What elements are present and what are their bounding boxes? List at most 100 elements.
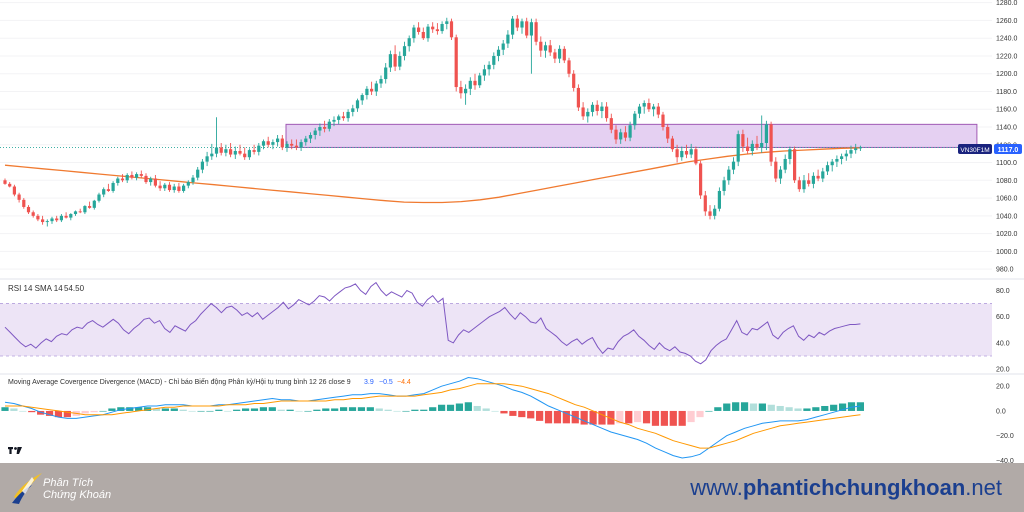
rsi-tick-label: 80.0 <box>996 288 1010 295</box>
candle-body <box>769 124 773 162</box>
candle <box>511 15 515 40</box>
candle-body <box>120 178 125 181</box>
macd-hist-bar <box>660 410 668 426</box>
candle-body <box>59 215 63 221</box>
chart-svg[interactable]: 980.0 1000.0 1020.0 1040.0 1060.0 1080.0 1100.… <box>0 0 1024 465</box>
candle-body <box>153 178 157 186</box>
macd-hist-bar <box>607 410 615 425</box>
candle <box>764 120 768 151</box>
candle <box>374 80 378 96</box>
macd-hist-bar <box>1 407 9 411</box>
candle-body <box>548 45 552 53</box>
rsi-title: RSI 14 SMA 14 <box>8 284 63 293</box>
macd-hist-bar <box>616 410 624 424</box>
candle-body <box>449 21 454 38</box>
candle-body <box>666 127 670 139</box>
candle <box>699 160 703 199</box>
candle-body <box>774 161 778 179</box>
candle <box>196 166 200 181</box>
rsi-axis: 20.0 40.0 60.0 80.0 <box>996 288 1010 374</box>
rsi-pane[interactable]: 20.0 40.0 60.0 80.0 RSI 14 SMA 14 54.50 <box>0 281 1010 374</box>
candle-body <box>252 150 256 152</box>
price-tick-label: 1000.0 <box>996 249 1018 256</box>
price-tick-label: 980.0 <box>996 267 1014 274</box>
macd-hist-bar <box>250 408 259 411</box>
macd-title: Moving Average Covergence Divergence (MA… <box>8 377 351 386</box>
candle-body <box>36 215 40 220</box>
logo-swoosh-icon <box>12 473 42 504</box>
candle <box>473 73 477 90</box>
candle-body <box>290 143 294 146</box>
candle-body <box>351 108 355 112</box>
macd-pane[interactable]: −40.0 −20.0 0.0 20.0 Moving Average Coverge… <box>1 376 1014 465</box>
candle <box>449 18 454 40</box>
candle <box>637 103 642 119</box>
macd-hist-bar <box>794 408 802 411</box>
candle <box>515 15 519 32</box>
candle-body <box>426 26 430 39</box>
candle-body <box>135 174 139 178</box>
candle <box>590 102 595 117</box>
macd-hist-bar <box>455 403 464 411</box>
candle <box>562 46 566 64</box>
candle <box>548 39 552 56</box>
tradingview-logo-icon[interactable] <box>8 447 22 454</box>
candle-body <box>299 142 303 148</box>
candle-body <box>731 161 736 170</box>
candle <box>210 143 214 160</box>
candle-body <box>421 31 425 39</box>
candle-body <box>830 161 834 166</box>
candle <box>243 147 247 160</box>
macd-hist-bar <box>143 407 152 411</box>
candle <box>802 174 806 193</box>
candle <box>670 135 674 152</box>
macd-hist-bar <box>838 403 847 411</box>
candle <box>177 182 181 193</box>
candle-body <box>360 95 364 101</box>
candle <box>238 144 242 156</box>
candle-body <box>844 153 848 157</box>
candle <box>200 158 204 174</box>
candle <box>308 132 313 143</box>
candle <box>459 80 463 99</box>
candle-body <box>247 150 251 158</box>
candle-body <box>233 150 237 155</box>
price-pane[interactable]: 980.0 1000.0 1020.0 1040.0 1060.0 1080.0 1100.… <box>0 0 1022 274</box>
candle-body <box>811 175 815 184</box>
candle <box>355 98 360 112</box>
candle <box>153 174 157 188</box>
candle-body <box>778 169 783 179</box>
candle <box>26 205 31 215</box>
candle-body <box>600 106 604 112</box>
candle <box>163 182 167 191</box>
candle-body <box>214 147 219 154</box>
candle-body <box>341 116 345 119</box>
macd-hist-bar <box>732 402 740 411</box>
candle-body <box>821 171 825 179</box>
macd-hist-bar <box>215 409 223 411</box>
candle <box>125 173 129 183</box>
candle-body <box>609 118 613 130</box>
signal-line <box>5 383 861 449</box>
candle <box>365 86 369 100</box>
candle <box>666 124 670 143</box>
last-price-tag: VN30F1M 1117.0 <box>958 144 1022 154</box>
candle-body <box>163 184 167 189</box>
candle <box>492 52 496 70</box>
macd-hist-bar <box>767 404 775 411</box>
candle <box>708 205 712 220</box>
macd-tick-label: −20.0 <box>996 433 1014 440</box>
macd-hist-bar <box>696 410 704 418</box>
candle-body <box>586 111 590 117</box>
candle <box>111 181 115 193</box>
chart-area[interactable]: 980.0 1000.0 1020.0 1040.0 1060.0 1080.0 1100.… <box>0 0 1024 465</box>
candle-body <box>684 150 689 155</box>
candle-body <box>431 26 435 30</box>
macd-axis: −40.0 −20.0 0.0 20.0 <box>996 384 1014 465</box>
candle-body <box>825 165 830 172</box>
macd-hist-bar <box>135 407 143 411</box>
candle-body <box>388 54 392 68</box>
candle-body <box>656 106 660 115</box>
candle-body <box>417 27 421 32</box>
website-url[interactable]: www.phantichchungkhoan.net <box>690 474 1002 502</box>
